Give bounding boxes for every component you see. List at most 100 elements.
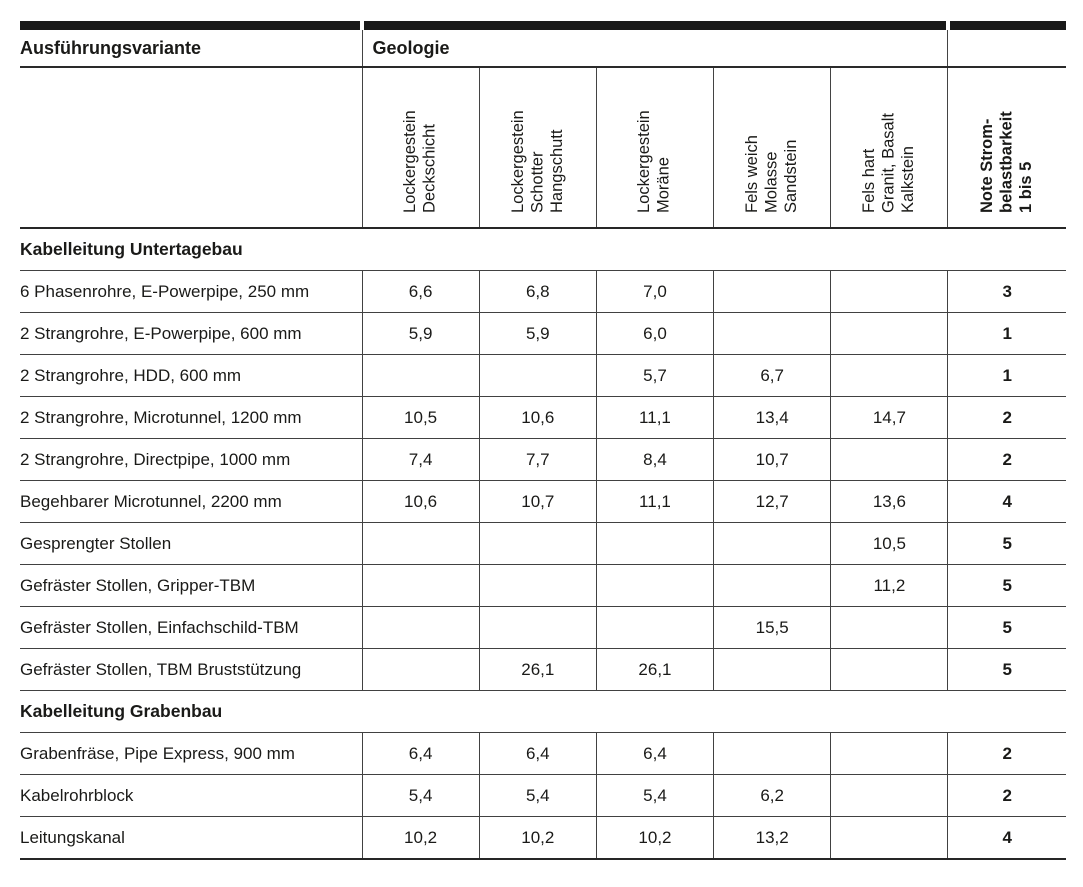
value-cell: 10,5 (361, 396, 480, 439)
row-label: Leitungskanal (20, 816, 362, 860)
section-header-row: Kabelleitung Grabenbau (20, 690, 1066, 733)
table-row: Gefräster Stollen, Gripper-TBM 11,2 5 (20, 564, 1066, 607)
table-row: Begehbarer Microtunnel, 2200 mm 10,6 10,7 1… (20, 480, 1066, 523)
note-cell: 2 (947, 396, 1066, 439)
value-cell (830, 732, 948, 775)
rotated-header-spacer (20, 67, 362, 229)
value-cell: 10,7 (713, 438, 831, 481)
note-cell: 5 (947, 648, 1066, 691)
value-cell: 5,4 (478, 774, 597, 817)
value-cell: 10,2 (478, 816, 597, 860)
note-cell: 4 (947, 480, 1066, 523)
section-title: Kabelleitung Grabenbau (20, 690, 1066, 733)
row-label: Gefräster Stollen, Gripper-TBM (20, 564, 362, 607)
rotated-label: Fels weich Molasse Sandstein (742, 135, 800, 213)
value-cell: 10,2 (361, 816, 480, 860)
value-cell: 6,4 (361, 732, 480, 775)
value-cell (595, 564, 714, 607)
table-row: 6 Phasenrohre, E-Powerpipe, 250 mm 6,6 6,8… (20, 270, 1066, 313)
column-header-note-strombelastbarkeit: Note Strom- belastbarkeit 1 bis 5 (947, 67, 1066, 229)
value-cell (361, 606, 480, 649)
value-cell: 6,4 (478, 732, 597, 775)
value-cell (713, 312, 831, 355)
column-header-lockergestein-schotter-hangschutt: Lockergestein Schotter Hangschutt (478, 67, 597, 229)
note-cell: 2 (947, 438, 1066, 481)
row-label: 6 Phasenrohre, E-Powerpipe, 250 mm (20, 270, 362, 313)
value-cell: 13,6 (830, 480, 948, 523)
column-group-header-geologie: Geologie (361, 30, 948, 68)
row-label: 2 Strangrohre, E-Powerpipe, 600 mm (20, 312, 362, 355)
rotated-label: Lockergestein Schotter Hangschutt (508, 110, 566, 213)
row-label: Grabenfräse, Pipe Express, 900 mm (20, 732, 362, 775)
note-cell: 1 (947, 312, 1066, 355)
note-column-header-spacer (947, 30, 1066, 68)
value-cell (713, 648, 831, 691)
table-row: Grabenfräse, Pipe Express, 900 mm 6,4 6,4 6… (20, 732, 1066, 775)
table-row: Leitungskanal 10,2 10,2 10,2 13,2 4 (20, 816, 1066, 860)
column-header-lockergestein-deckschicht: Lockergestein Deckschicht (361, 67, 480, 229)
value-cell: 5,9 (478, 312, 597, 355)
value-cell: 15,5 (713, 606, 831, 649)
column-header-lockergestein-moraene: Lockergestein Moräne (595, 67, 714, 229)
table-header-row: Ausführungsvariante Geologie (20, 30, 1066, 68)
value-cell: 5,9 (361, 312, 480, 355)
value-cell: 13,2 (713, 816, 831, 860)
value-cell (478, 564, 597, 607)
value-cell: 7,0 (595, 270, 714, 313)
value-cell: 14,7 (830, 396, 948, 439)
column-header-ausfuehrungsvariante: Ausführungsvariante (20, 30, 362, 68)
value-cell: 11,2 (830, 564, 948, 607)
column-header-fels-hart: Fels hart Granit, Basalt Kalkstein (830, 67, 948, 229)
row-label: Begehbarer Microtunnel, 2200 mm (20, 480, 362, 523)
table-row: 2 Strangrohre, Microtunnel, 1200 mm 10,5 1… (20, 396, 1066, 439)
value-cell (361, 354, 480, 397)
value-cell (478, 522, 597, 565)
value-cell: 10,5 (830, 522, 948, 565)
value-cell: 6,4 (595, 732, 714, 775)
value-cell: 6,0 (595, 312, 714, 355)
value-cell: 5,7 (595, 354, 714, 397)
value-cell (595, 522, 714, 565)
value-cell (830, 606, 948, 649)
table-row: 2 Strangrohre, E-Powerpipe, 600 mm 5,9 5,9… (20, 312, 1066, 355)
top-bar-gap (360, 21, 364, 30)
value-cell: 5,4 (361, 774, 480, 817)
value-cell (830, 774, 948, 817)
value-cell: 12,7 (713, 480, 831, 523)
value-cell: 11,1 (595, 480, 714, 523)
value-cell: 10,6 (361, 480, 480, 523)
note-cell: 3 (947, 270, 1066, 313)
value-cell (830, 312, 948, 355)
rotated-label: Note Strom- belastbarkeit 1 bis 5 (977, 111, 1035, 213)
value-cell: 26,1 (595, 648, 714, 691)
table-row: Gefräster Stollen, TBM Bruststützung 26,1… (20, 648, 1066, 691)
row-label: Gefräster Stollen, TBM Bruststützung (20, 648, 362, 691)
top-bar-segment-left (20, 21, 360, 30)
note-cell: 4 (947, 816, 1066, 860)
value-cell (713, 522, 831, 565)
value-cell (361, 648, 480, 691)
value-cell: 13,4 (713, 396, 831, 439)
value-cell (595, 606, 714, 649)
value-cell: 10,7 (478, 480, 597, 523)
value-cell (478, 606, 597, 649)
value-cell: 26,1 (478, 648, 597, 691)
note-cell: 5 (947, 606, 1066, 649)
value-cell: 6,8 (478, 270, 597, 313)
rotated-label: Lockergestein Moräne (635, 110, 673, 213)
row-label: Gesprengter Stollen (20, 522, 362, 565)
table-body: Kabelleitung Untertagebau 6 Phasenrohre, … (20, 228, 1066, 860)
top-bar-gap (946, 21, 950, 30)
row-label: 2 Strangrohre, Microtunnel, 1200 mm (20, 396, 362, 439)
value-cell (713, 732, 831, 775)
rotated-label: Lockergestein Deckschicht (401, 110, 439, 213)
section-title: Kabelleitung Untertagebau (20, 228, 1066, 271)
value-cell: 8,4 (595, 438, 714, 481)
table-row: 2 Strangrohre, HDD, 600 mm 5,7 6,7 1 (20, 354, 1066, 397)
variants-geology-table: Ausführungsvariante Geologie Lockergeste… (20, 30, 1066, 860)
table-row: Gefräster Stollen, Einfachschild-TBM 15,5… (20, 606, 1066, 649)
value-cell: 10,6 (478, 396, 597, 439)
row-label: 2 Strangrohre, HDD, 600 mm (20, 354, 362, 397)
section-header-row: Kabelleitung Untertagebau (20, 228, 1066, 271)
row-label: Gefräster Stollen, Einfachschild-TBM (20, 606, 362, 649)
